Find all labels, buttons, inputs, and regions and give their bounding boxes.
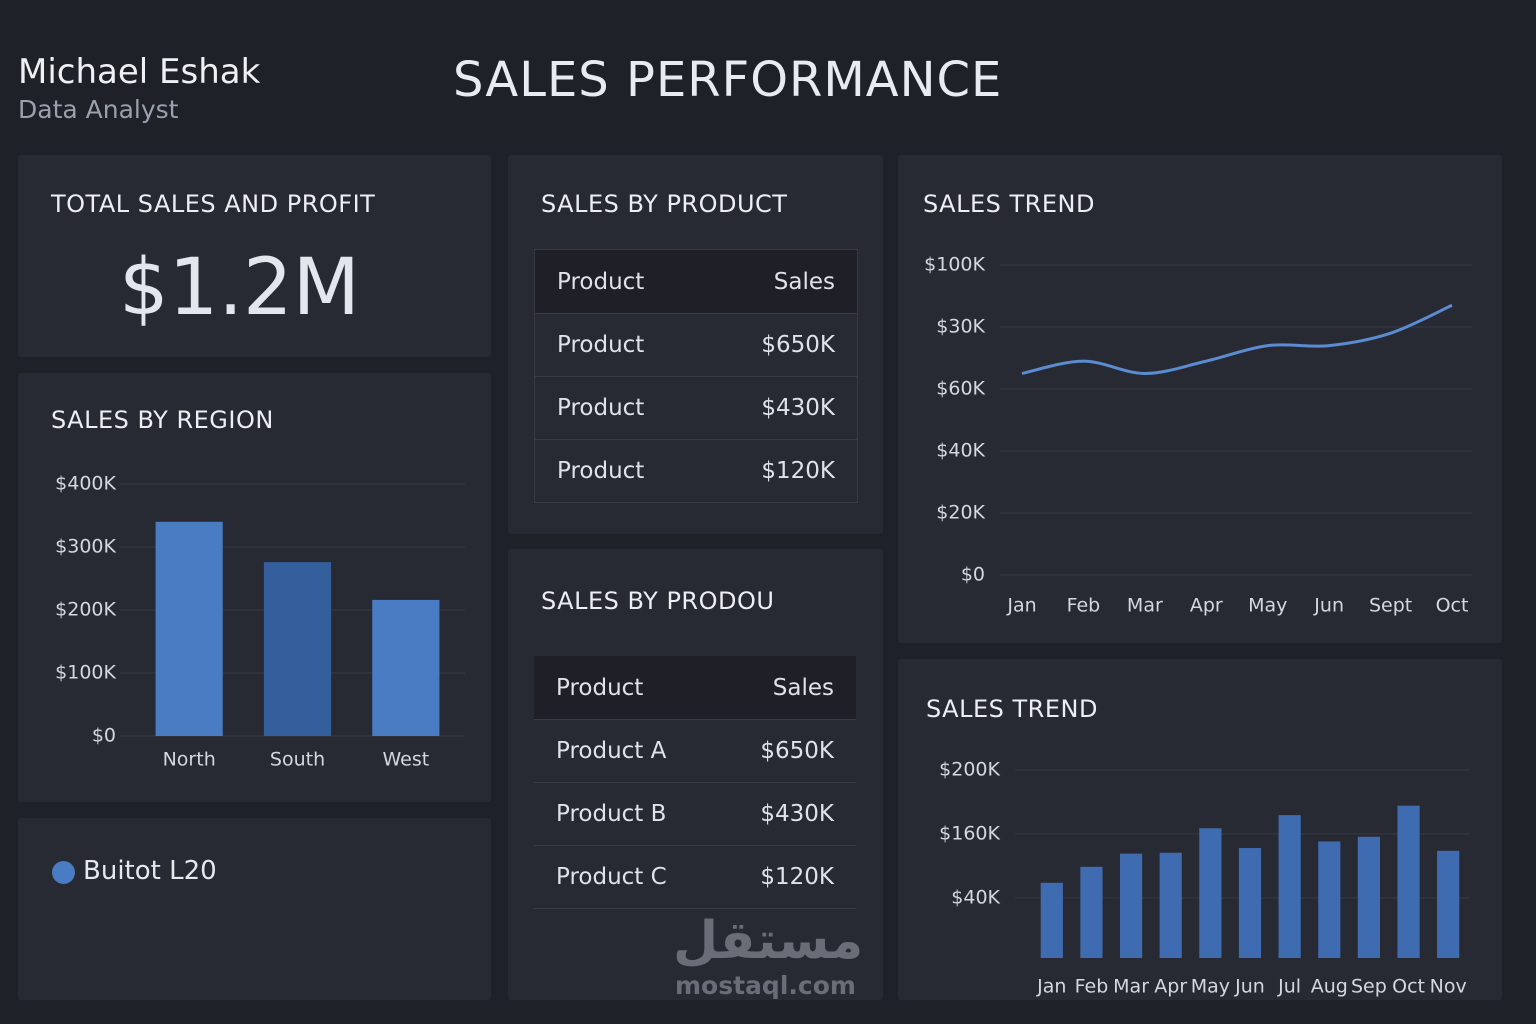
table-cell: $650K [761, 331, 835, 358]
line [1021, 303, 1453, 376]
table-cell: Product [557, 394, 645, 421]
bar [1437, 850, 1460, 958]
bar [1199, 828, 1222, 958]
table-cell: $430K [761, 394, 835, 421]
y-tick-label: $100K [924, 254, 985, 276]
table-header: Product Sales [535, 250, 857, 314]
table: Product Sales Product $650K Product $430K Prod… [534, 249, 858, 503]
y-tick-label: $30K [936, 316, 985, 338]
table: Product Sales Product A $650K Product B $430K… [534, 656, 856, 909]
bar [1397, 805, 1420, 958]
line-card: SALES TREND [898, 155, 1502, 643]
bar [1238, 848, 1262, 958]
x-tick-label: Jan [1006, 595, 1036, 617]
bar [1119, 853, 1143, 958]
y-tick-label: $0 [961, 564, 985, 586]
kpi-value: $1.2M [119, 243, 360, 333]
x-tick-label: Mar [1113, 976, 1149, 998]
table-card: SALES BY PRODUCT Product Sales Product $650… [508, 155, 883, 534]
y-tick-label: $200K [939, 759, 1000, 781]
y-tick-label: $20K [936, 502, 985, 524]
table-row: Product $120K [535, 439, 857, 503]
bar [1278, 815, 1301, 958]
user-name: Michael Eshak [18, 52, 261, 92]
bar [1357, 836, 1381, 958]
bar [1159, 852, 1182, 958]
x-tick-label: Jul [1277, 976, 1301, 998]
x-tick-label: Nov [1430, 976, 1467, 998]
bar [1080, 866, 1103, 958]
chart-title: SALES TREND [923, 190, 1095, 218]
table-row: Product B $430K [534, 782, 856, 846]
x-tick-label: South [270, 749, 325, 771]
x-tick-label: May [1191, 976, 1230, 998]
x-tick-label: Jun [1313, 595, 1344, 617]
legend-card: Buitot L20 [18, 818, 491, 1000]
y-tick-label: $40K [951, 886, 1000, 908]
x-tick-label: Sep [1351, 976, 1387, 998]
table-cell: $120K [760, 863, 834, 890]
user-role: Data Analyst [18, 95, 179, 124]
x-tick-label: Mar [1127, 595, 1163, 617]
bar [263, 562, 332, 736]
table-cell: Sales [773, 268, 835, 295]
x-tick-label: Apr [1154, 976, 1187, 998]
x-tick-label: Feb [1067, 595, 1101, 617]
kpi-card: TOTAL SALES AND PROFIT $1.2M [18, 155, 491, 357]
chart-title: SALES BY REGION [51, 406, 274, 434]
table-cell: Product [557, 268, 645, 295]
table-cell: Product C [556, 863, 667, 890]
x-tick-label: Oct [1392, 976, 1425, 998]
y-tick-label: $300K [55, 536, 116, 558]
watermark: mostaql.com [675, 971, 856, 1000]
watermark: مستقل [673, 911, 864, 971]
table-cell: Product [557, 457, 645, 484]
table-row: Product C $120K [534, 845, 856, 909]
chart-title: SALES TREND [926, 695, 1098, 723]
table-title: SALES BY PRODOU [541, 587, 775, 615]
kpi-title: TOTAL SALES AND PROFIT [51, 190, 376, 218]
x-tick-label: Apr [1190, 595, 1223, 617]
table-row: Product A $650K [534, 719, 856, 783]
bar [155, 521, 223, 736]
x-tick-label: Aug [1311, 976, 1348, 998]
table-row: Product $430K [535, 376, 857, 440]
x-tick-label: May [1248, 595, 1287, 617]
table-row: Product $650K [535, 313, 857, 377]
table-cell: $430K [760, 800, 834, 827]
x-tick-label: Jan [1036, 976, 1066, 998]
y-tick-label: $60K [936, 378, 985, 400]
table-cell: Product [557, 331, 645, 358]
x-tick-label: West [382, 749, 429, 771]
page-title: SALES PERFORMANCE [453, 52, 1003, 108]
y-tick-label: $400K [55, 473, 116, 495]
bar [1318, 841, 1341, 958]
bar [372, 599, 440, 736]
bar [1040, 882, 1063, 958]
table-cell: Product B [556, 800, 667, 827]
x-tick-label: Sept [1369, 595, 1412, 617]
y-tick-label: $160K [939, 822, 1000, 844]
table-title: SALES BY PRODUCT [541, 190, 788, 218]
legend-dot [52, 861, 75, 884]
table-cell: Product A [556, 737, 667, 764]
legend-label: Buitot L20 [83, 856, 217, 886]
table-cell: $120K [761, 457, 835, 484]
y-tick-label: $0 [92, 725, 116, 747]
y-tick-label: $40K [936, 440, 985, 462]
table-header: Product Sales [534, 656, 856, 720]
table-cell: Product [556, 674, 644, 701]
table-cell: Sales [772, 674, 834, 701]
y-tick-label: $100K [55, 662, 116, 684]
y-tick-label: $200K [55, 599, 116, 621]
x-tick-label: Oct [1436, 595, 1469, 617]
x-tick-label: North [163, 749, 216, 771]
x-tick-label: Jun [1234, 976, 1265, 998]
table-card: SALES BY PRODOU Product Sales Product A $65… [508, 549, 883, 1000]
x-tick-label: Feb [1075, 976, 1109, 998]
table-cell: $650K [760, 737, 834, 764]
